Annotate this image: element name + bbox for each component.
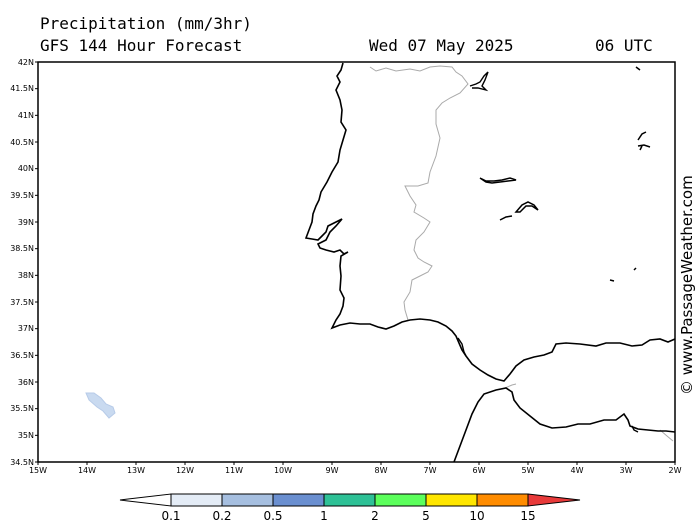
latitude-label: 40N bbox=[17, 164, 34, 174]
latitude-label: 39N bbox=[17, 217, 34, 227]
longitude-label: 5W bbox=[521, 466, 535, 475]
cadiz-inlet bbox=[457, 337, 467, 357]
latitude-label: 40.5N bbox=[10, 137, 34, 147]
longitude-label: 10W bbox=[273, 466, 293, 475]
longitude-label: 7W bbox=[423, 466, 437, 475]
latitude-label: 35.5N bbox=[10, 404, 34, 414]
border-gibraltar bbox=[504, 383, 517, 389]
colorbar-swatch-2 bbox=[221, 493, 274, 507]
island-fragment-1 bbox=[635, 66, 641, 71]
island-fragment-2 bbox=[637, 131, 651, 151]
colorbar-label: 0.5 bbox=[263, 509, 283, 523]
chart-title: Precipitation (mm/3hr) bbox=[40, 14, 252, 33]
colorbar-label: 15 bbox=[520, 509, 536, 523]
colorbar bbox=[119, 493, 581, 507]
longitude-label: 15W bbox=[28, 466, 48, 475]
colorbar-label: 0.2 bbox=[212, 509, 232, 523]
longitude-label: 13W bbox=[126, 466, 146, 475]
longitude-label: 8W bbox=[374, 466, 388, 475]
colorbar-label: 2 bbox=[371, 509, 379, 523]
precipitation-patch bbox=[85, 392, 116, 419]
map-frame bbox=[37, 61, 676, 463]
colorbar-swatch-5 bbox=[374, 493, 427, 507]
latitude-label: 35N bbox=[17, 430, 34, 440]
mallorca-island bbox=[479, 177, 517, 184]
colorbar-label: 0.1 bbox=[161, 509, 181, 523]
latitude-label: 37N bbox=[17, 324, 34, 334]
latitude-label: 39.5N bbox=[10, 190, 34, 200]
latitude-label: 42N bbox=[17, 57, 34, 67]
colorbar-label: 10 bbox=[469, 509, 485, 523]
forecast-time: 06 UTC bbox=[595, 36, 653, 55]
latitude-label: 41.5N bbox=[10, 84, 34, 94]
latitude-label: 36N bbox=[17, 377, 34, 387]
longitude-label: 4W bbox=[570, 466, 584, 475]
morocco-coastline bbox=[453, 387, 676, 463]
formentera-island bbox=[514, 201, 539, 213]
colorbar-label: 1 bbox=[320, 509, 328, 523]
ibiza-island bbox=[499, 215, 513, 221]
colorbar-swatch-4 bbox=[323, 493, 376, 507]
longitude-label: 2W bbox=[668, 466, 682, 475]
border-morocco-algeria bbox=[659, 429, 674, 442]
latitude-label: 38.5N bbox=[10, 244, 34, 254]
longitude-label: 11W bbox=[224, 466, 244, 475]
colorbar-low-end bbox=[119, 493, 172, 507]
watermark-credit: © www.PassageWeather.com bbox=[678, 175, 698, 415]
longitude-label: 12W bbox=[175, 466, 195, 475]
colorbar-label: 5 bbox=[422, 509, 430, 523]
latitude-label: 37.5N bbox=[10, 297, 34, 307]
latitude-label: 34.5N bbox=[10, 457, 34, 467]
colorbar-swatch-7 bbox=[476, 493, 529, 507]
northern-coast-fragment bbox=[469, 71, 489, 92]
colorbar-swatch-6 bbox=[425, 493, 478, 507]
longitude-label: 9W bbox=[325, 466, 339, 475]
colorbar-swatch-1 bbox=[170, 493, 223, 507]
latitude-label: 36.5N bbox=[10, 350, 34, 360]
longitude-label: 6W bbox=[472, 466, 486, 475]
longitude-label: 3W bbox=[619, 466, 633, 475]
latitude-label: 41N bbox=[17, 110, 34, 120]
longitude-label: 14W bbox=[77, 466, 97, 475]
island-fragment-3 bbox=[609, 267, 637, 282]
border-spain-portugal bbox=[369, 65, 469, 321]
credit-text: © www.PassageWeather.com bbox=[678, 175, 696, 395]
axis-ticks bbox=[35, 61, 676, 465]
iberia-coastline bbox=[304, 62, 676, 382]
colorbar-high-end bbox=[527, 493, 581, 507]
latitude-label: 38N bbox=[17, 270, 34, 280]
colorbar-swatch-3 bbox=[272, 493, 325, 507]
tangier-fragment bbox=[631, 425, 639, 433]
forecast-subtitle: GFS 144 Hour Forecast bbox=[40, 36, 243, 55]
forecast-date: Wed 07 May 2025 bbox=[369, 36, 514, 55]
